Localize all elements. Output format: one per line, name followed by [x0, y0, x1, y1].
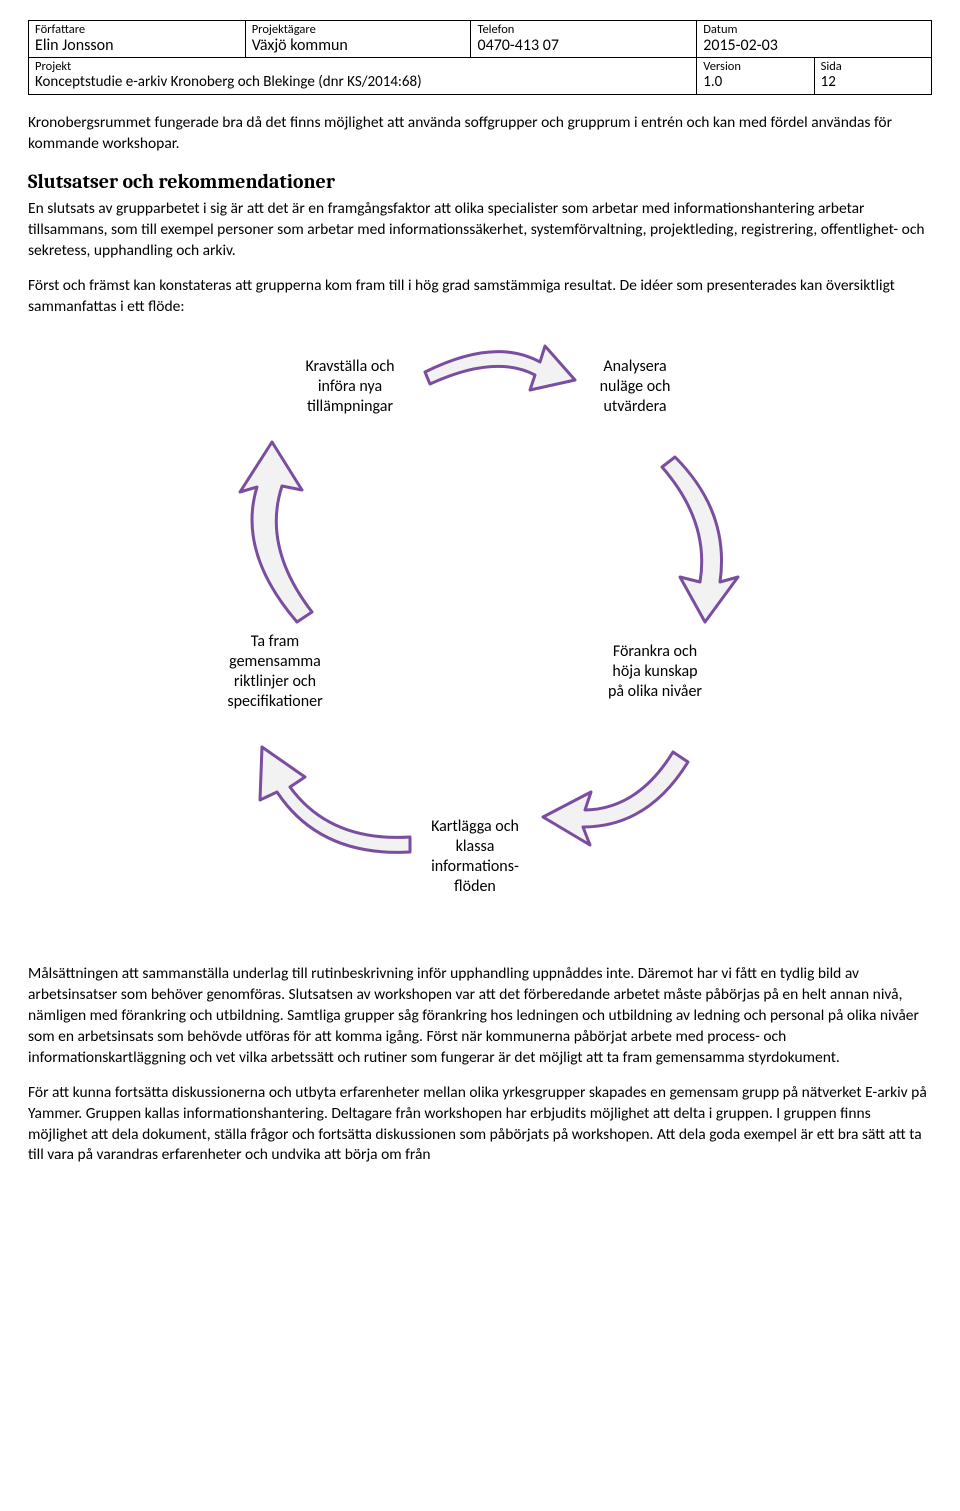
- author-value: Elin Jonsson: [35, 37, 239, 55]
- owner-value: Växjö kommun: [252, 37, 465, 55]
- paragraph-2: En slutsats av grupparbetet i sig är att…: [28, 199, 932, 262]
- project-value: Konceptstudie e-arkiv Kronoberg och Blek…: [35, 74, 690, 91]
- version-label: Version: [703, 58, 807, 74]
- page-label: Sida: [821, 58, 925, 74]
- section-heading: Slutsatser och rekommendationer: [28, 168, 932, 195]
- cycle-node-2: Analyseranuläge ochutvärdera: [550, 357, 720, 417]
- cycle-node-3: Förankra ochhöja kunskappå olika nivåer: [570, 642, 740, 702]
- project-label: Projekt: [35, 58, 690, 74]
- cycle-node-1: Kravställa ochinföra nyatillämpningar: [265, 357, 435, 417]
- phone-label: Telefon: [477, 21, 690, 37]
- owner-label: Projektägare: [252, 21, 465, 37]
- paragraph-5: För att kunna fortsätta diskussionerna o…: [28, 1083, 932, 1167]
- cycle-arrow-icon: [222, 432, 332, 632]
- version-value: 1.0: [703, 74, 807, 91]
- document-header-table: Författare Elin Jonsson Projektägare Väx…: [28, 20, 932, 95]
- cycle-node-4: Kartlägga ochklassainformations-flöden: [390, 817, 560, 897]
- cycle-arrow-icon: [650, 442, 760, 632]
- paragraph-1: Kronobergsrummet fungerade bra då det fi…: [28, 113, 932, 155]
- cycle-arrow-icon: [538, 737, 698, 857]
- cycle-diagram: Kravställa ochinföra nyatillämpningar An…: [130, 332, 830, 942]
- date-label: Datum: [703, 21, 925, 37]
- date-value: 2015-02-03: [703, 37, 925, 55]
- author-label: Författare: [35, 21, 239, 37]
- body-text: Kronobergsrummet fungerade bra då det fi…: [28, 113, 932, 1167]
- page-value: 12: [821, 74, 925, 91]
- paragraph-4: Målsättningen att sammanställa underlag …: [28, 964, 932, 1069]
- paragraph-3: Först och främst kan konstateras att gru…: [28, 276, 932, 318]
- phone-value: 0470-413 07: [477, 37, 690, 55]
- cycle-node-5: Ta framgemensammariktlinjer ochspecifika…: [190, 632, 360, 712]
